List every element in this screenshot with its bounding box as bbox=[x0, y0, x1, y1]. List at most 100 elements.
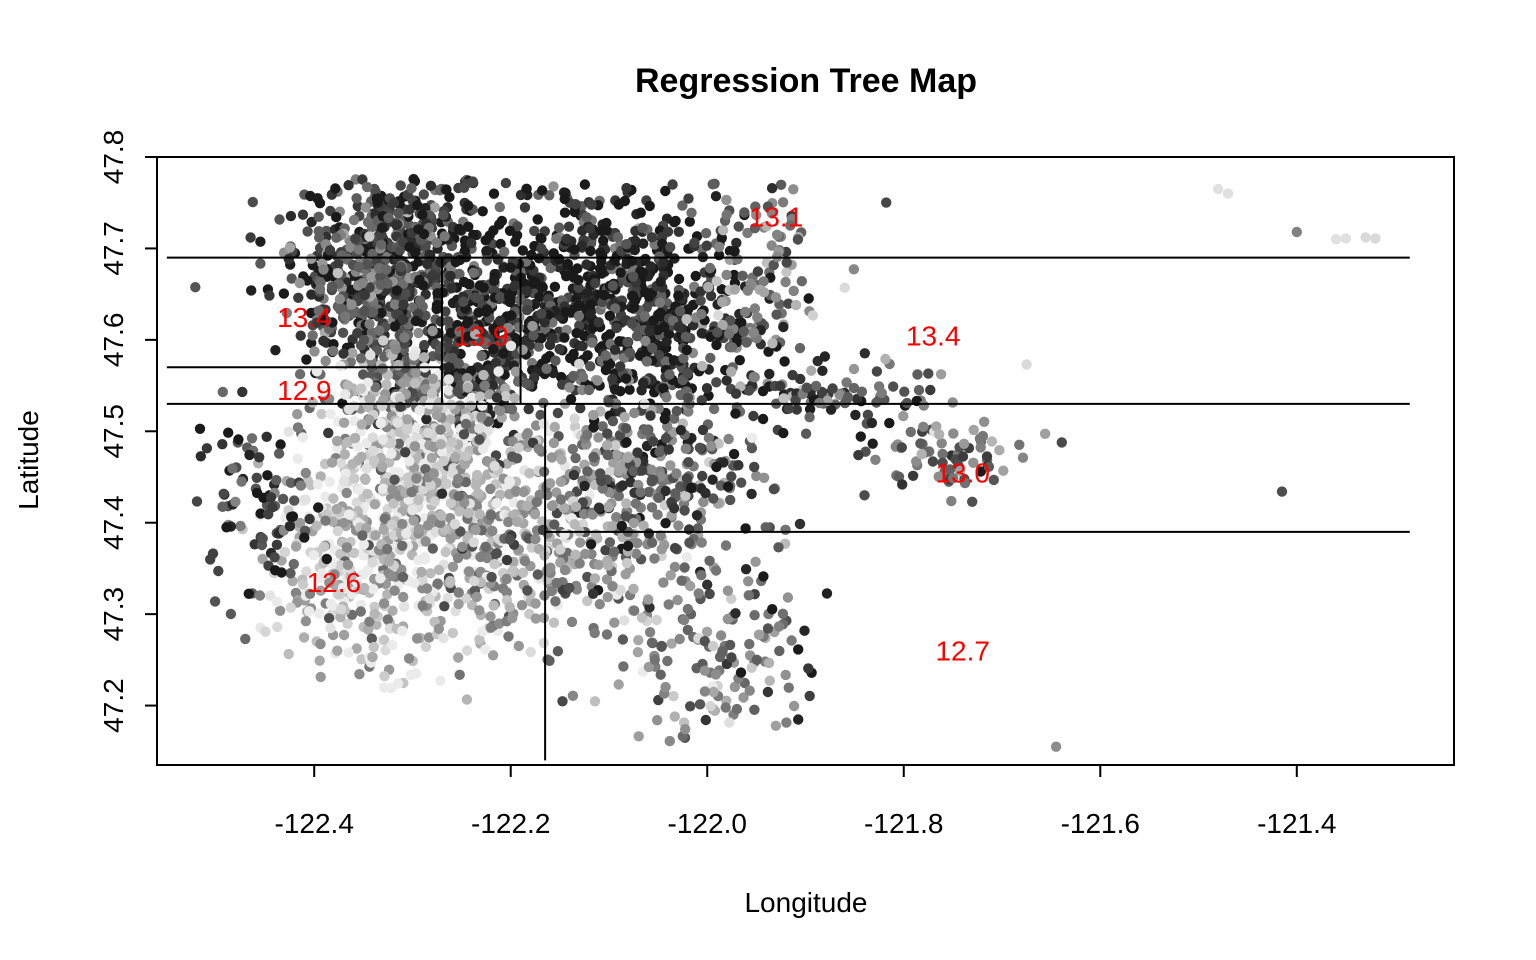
scatter-point bbox=[393, 438, 405, 449]
scatter-point bbox=[588, 451, 599, 463]
scatter-point bbox=[410, 367, 421, 378]
scatter-point bbox=[616, 520, 627, 532]
scatter-point bbox=[609, 344, 621, 355]
scatter-point bbox=[700, 228, 712, 239]
scatter-point bbox=[680, 331, 692, 342]
scatter-point bbox=[375, 271, 386, 282]
scatter-point bbox=[568, 370, 579, 382]
scatter-point bbox=[304, 588, 316, 599]
scatter-point bbox=[733, 460, 744, 471]
scatter-point bbox=[555, 494, 567, 505]
scatter-point bbox=[489, 558, 500, 570]
scatter-point bbox=[593, 502, 605, 513]
scatter-point bbox=[695, 295, 706, 306]
scatter-point bbox=[752, 266, 764, 277]
scatter-point bbox=[748, 410, 759, 422]
scatter-point bbox=[796, 276, 807, 287]
scatter-point bbox=[300, 616, 312, 627]
scatter-point bbox=[585, 539, 597, 550]
scatter-point bbox=[364, 616, 375, 627]
scatter-point bbox=[624, 384, 635, 395]
scatter-point bbox=[518, 486, 529, 498]
scatter-point bbox=[504, 534, 515, 545]
scatter-point bbox=[323, 427, 334, 439]
scatter-point bbox=[477, 400, 488, 411]
scatter-point bbox=[710, 191, 722, 202]
scatter-point bbox=[549, 421, 560, 433]
scatter-point bbox=[469, 575, 480, 587]
scatter-point bbox=[463, 566, 475, 577]
scatter-point bbox=[325, 622, 336, 634]
scatter-point bbox=[397, 377, 409, 388]
scatter-point bbox=[753, 629, 765, 640]
scatter-point bbox=[569, 413, 580, 424]
scatter-point bbox=[395, 180, 406, 191]
scatter-point bbox=[701, 626, 713, 637]
scatter-point bbox=[260, 626, 271, 637]
scatter-point bbox=[764, 675, 775, 686]
scatter-point bbox=[552, 646, 564, 657]
scatter-point bbox=[740, 564, 752, 575]
scatter-point bbox=[916, 448, 927, 460]
scatter-point bbox=[397, 625, 408, 637]
scatter-point bbox=[237, 386, 248, 398]
scatter-point bbox=[641, 356, 653, 367]
scatter-point bbox=[433, 623, 445, 634]
scatter-point bbox=[527, 320, 538, 332]
scatter-point bbox=[794, 518, 806, 530]
scatter-point bbox=[781, 257, 792, 268]
scatter-point bbox=[791, 404, 802, 415]
scatter-point bbox=[413, 327, 424, 339]
scatter-point bbox=[551, 508, 563, 519]
scatter-point bbox=[474, 391, 486, 402]
scatter-point bbox=[504, 601, 515, 613]
scatter-point bbox=[710, 669, 722, 680]
scatter-point bbox=[485, 611, 496, 622]
scatter-point bbox=[304, 513, 315, 525]
scatter-point bbox=[562, 258, 573, 270]
scatter-point bbox=[760, 522, 771, 533]
scatter-point bbox=[750, 201, 761, 212]
scatter-point bbox=[452, 552, 464, 564]
scatter-point bbox=[586, 199, 597, 210]
scatter-point bbox=[628, 271, 639, 282]
scatter-point bbox=[473, 307, 484, 318]
scatter-point bbox=[408, 515, 419, 526]
scatter-point bbox=[270, 345, 281, 356]
scatter-point bbox=[794, 342, 806, 354]
scatter-point bbox=[318, 335, 329, 347]
scatter-point bbox=[1340, 233, 1352, 244]
scatter-point bbox=[708, 403, 720, 415]
leaf-value-label: 13.1 bbox=[749, 201, 804, 232]
scatter-point bbox=[674, 306, 686, 317]
scatter-point bbox=[377, 461, 388, 473]
leaf-value-label: 13.4 bbox=[277, 302, 332, 333]
scatter-point bbox=[687, 299, 699, 311]
scatter-point bbox=[655, 669, 666, 680]
scatter-point bbox=[321, 553, 332, 565]
scatter-point bbox=[195, 451, 206, 462]
scatter-point bbox=[332, 645, 343, 656]
scatter-point bbox=[680, 724, 691, 735]
scatter-point bbox=[500, 383, 511, 394]
scatter-point bbox=[243, 588, 254, 599]
scatter-point bbox=[703, 432, 715, 444]
scatter-point bbox=[537, 524, 549, 536]
scatter-point bbox=[675, 425, 687, 436]
scatter-point bbox=[611, 449, 622, 460]
scatter-point bbox=[468, 229, 479, 241]
scatter-point bbox=[625, 477, 636, 488]
scatter-point bbox=[333, 259, 344, 270]
scatter-point bbox=[315, 638, 326, 650]
scatter-point bbox=[316, 408, 327, 420]
scatter-point bbox=[678, 353, 689, 364]
scatter-point bbox=[649, 553, 660, 564]
scatter-point bbox=[244, 449, 255, 461]
scatter-point bbox=[758, 287, 770, 298]
scatter-point bbox=[590, 278, 601, 289]
scatter-point bbox=[582, 595, 593, 607]
scatter-point bbox=[356, 419, 368, 430]
scatter-point bbox=[556, 371, 567, 383]
scatter-point bbox=[486, 571, 497, 583]
scatter-point bbox=[556, 454, 567, 465]
